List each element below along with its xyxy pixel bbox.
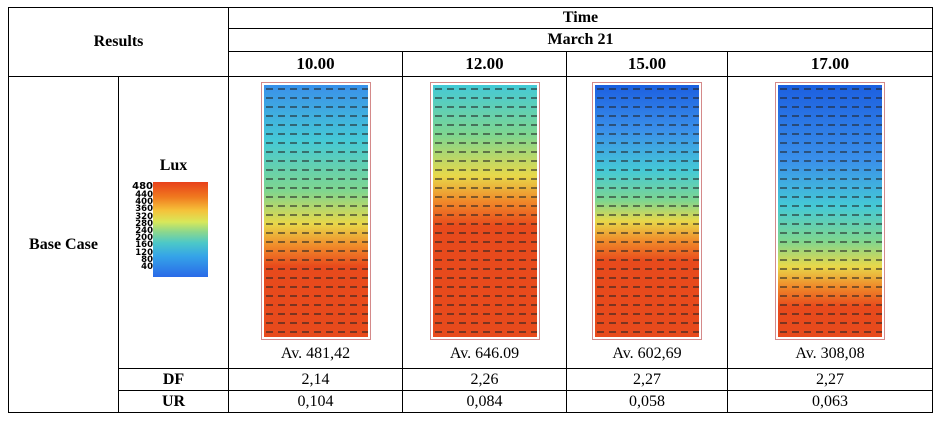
legend-tick-label: 280 <box>135 218 153 229</box>
legend-tick-label: 440 <box>135 190 153 200</box>
illuminance-plot <box>592 82 702 340</box>
legend-max-label: 480 <box>132 181 153 192</box>
results-header: Results <box>8 7 229 77</box>
illuminance-heatmap <box>595 85 699 337</box>
time-column-header: 10.00 <box>228 51 403 77</box>
ur-value: 0,063 <box>727 390 933 413</box>
legend-tick-label: 320 <box>135 211 153 222</box>
df-label: DF <box>118 368 229 391</box>
time-column-header: 15.00 <box>566 51 728 77</box>
illuminance-plot <box>775 82 885 340</box>
ur-value: 0,104 <box>228 390 403 413</box>
illuminance-heatmap <box>263 85 368 337</box>
illuminance-plot <box>260 82 371 340</box>
illuminance-plot <box>429 82 540 340</box>
average-illuminance: Av. 646.09 <box>449 345 520 362</box>
legend-tick-label: 80 <box>141 254 153 265</box>
illuminance-heatmap <box>432 85 537 337</box>
illuminance-plot-cell: Av. 646.09 <box>402 76 567 369</box>
legend-tick-label: 200 <box>135 233 153 244</box>
date-header: March 21 <box>228 28 933 52</box>
time-column-header: 12.00 <box>402 51 567 77</box>
illuminance-plot-cell: Av. 308,08 <box>727 76 933 369</box>
legend-tick-label: 40 <box>141 262 153 273</box>
legend-color-bar <box>153 182 208 277</box>
time-column-header: 17.00 <box>727 51 933 77</box>
lux-label: Lux <box>159 157 188 174</box>
legend-tick-label: 360 <box>135 204 153 215</box>
base-case-label: Base Case <box>8 76 119 413</box>
df-value: 2,27 <box>566 368 728 391</box>
average-illuminance: Av. 602,69 <box>612 345 682 362</box>
lux-color-legend: 480 440 400 360 320 280 240 200 160 120 … <box>131 182 211 277</box>
average-illuminance: Av. 481,42 <box>280 345 351 362</box>
lux-legend-cell: Lux 480 440 400 360 320 280 240 200 160 … <box>118 76 229 369</box>
ur-value: 0,058 <box>566 390 728 413</box>
illuminance-heatmap <box>778 85 882 337</box>
ur-value: 0,084 <box>402 390 567 413</box>
illuminance-plot-cell: Av. 602,69 <box>566 76 728 369</box>
results-table: Results Time March 21 10.00 12.00 15.00 … <box>8 7 933 413</box>
df-value: 2,26 <box>402 368 567 391</box>
legend-tick-label: 160 <box>135 240 153 251</box>
legend-scale: 480 440 400 360 320 280 240 200 160 120 … <box>131 182 153 277</box>
average-illuminance: Av. 308,08 <box>795 345 865 362</box>
legend-tick-label: 400 <box>135 197 153 208</box>
ur-label: UR <box>118 390 229 413</box>
illuminance-plot-cell: Av. 481,42 <box>228 76 403 369</box>
df-value: 2,14 <box>228 368 403 391</box>
time-header: Time <box>228 7 933 29</box>
legend-tick-label: 120 <box>135 247 153 258</box>
legend-tick-label: 240 <box>135 226 153 237</box>
df-value: 2,27 <box>727 368 933 391</box>
